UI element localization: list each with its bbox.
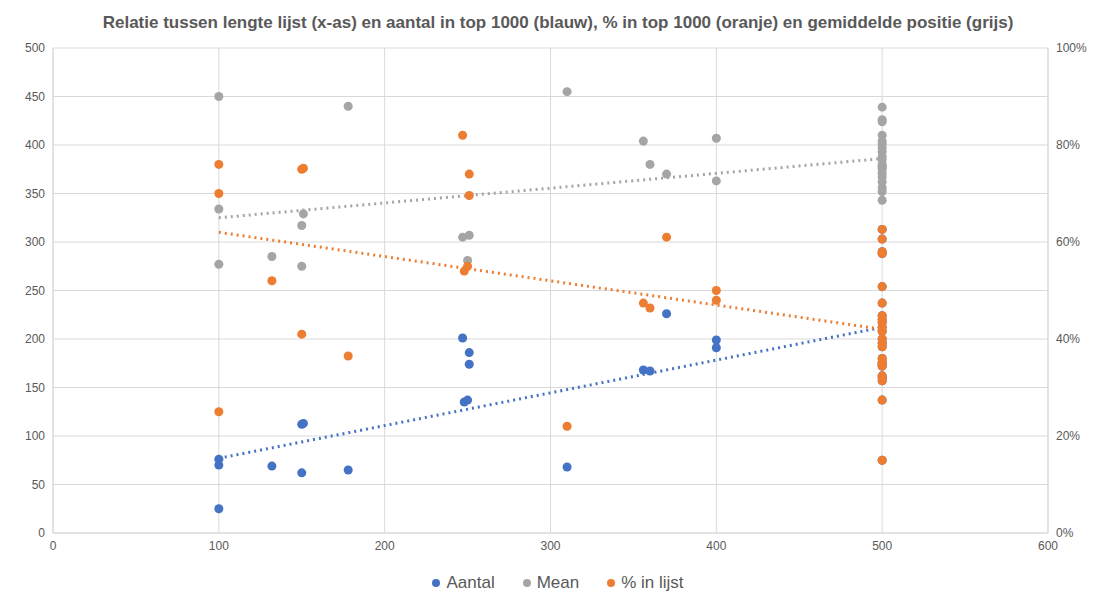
svg-text:150: 150 [25,381,45,395]
svg-text:600: 600 [1038,539,1058,553]
svg-text:0: 0 [38,526,45,540]
svg-text:50: 50 [32,478,46,492]
svg-text:300: 300 [25,235,45,249]
svg-text:0: 0 [50,539,57,553]
svg-text:80%: 80% [1056,138,1080,152]
html-text:% in lijst: % in lijst [621,573,684,592]
svg-text:200: 200 [25,332,45,346]
svg-text:250: 250 [25,284,45,298]
svg-text:200: 200 [375,539,395,553]
html-text:Relatie tussen lengte lijst (x: Relatie tussen lengte lijst (x-as) en aa… [102,13,1014,32]
svg-text:100: 100 [25,429,45,443]
svg-text:400: 400 [706,539,726,553]
svg-text:500: 500 [25,41,45,55]
svg-text:300: 300 [540,539,560,553]
svg-text:500: 500 [872,539,892,553]
html-text:Mean: Mean [536,573,580,592]
svg-text:40%: 40% [1056,332,1080,346]
svg-text:100: 100 [209,539,229,553]
svg-text:400: 400 [25,138,45,152]
svg-text:0%: 0% [1056,526,1074,540]
svg-text:20%: 20% [1056,429,1080,443]
svg-text:100%: 100% [1056,41,1087,55]
html-text:Aantal: Aantal [446,573,495,592]
svg-text:450: 450 [25,90,45,104]
svg-text:350: 350 [25,187,45,201]
svg-text:60%: 60% [1056,235,1080,249]
